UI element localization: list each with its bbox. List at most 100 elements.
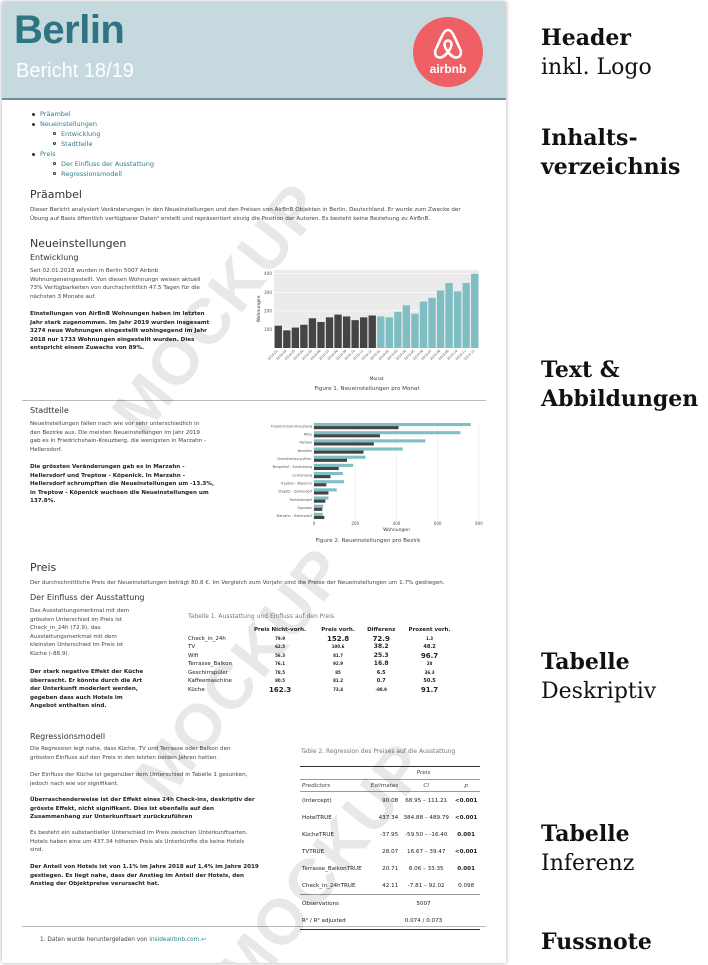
y-tick-label: Marzahn - Hellersdorf bbox=[276, 514, 312, 518]
observations-label: Observations bbox=[302, 900, 339, 907]
bar-2018 bbox=[314, 466, 339, 471]
table-cell: 28.07 bbox=[382, 848, 399, 855]
table-cell: 16.8 bbox=[373, 660, 389, 667]
toc-item-regression[interactable]: Regressionsmodell bbox=[40, 169, 154, 179]
table-cell: 56.3 bbox=[275, 652, 285, 658]
bar-2019 bbox=[314, 480, 344, 484]
toc-item-neueinstellungen[interactable]: Neueinstellungen bbox=[31, 119, 154, 129]
annotation-header: Header inkl. Logo bbox=[541, 24, 652, 82]
toc-item-entwicklung[interactable]: Entwicklung bbox=[40, 129, 154, 139]
text-line: Es besteht ein substantieller Unterschie… bbox=[30, 830, 248, 836]
bar-2019 bbox=[314, 455, 366, 459]
text-line: Hellersdorf schrumpften die Neueinstellu… bbox=[30, 481, 214, 488]
bar bbox=[419, 301, 428, 348]
entwicklung-text: Seit 02.01.2018 wurden in Berlin 5007 Ai… bbox=[30, 267, 201, 301]
bar bbox=[385, 317, 393, 348]
table-row: HotelTRUE 437.34 384.88 – 489.79 <0.001 bbox=[300, 809, 480, 826]
text-line: Küche (-88.9). bbox=[30, 650, 70, 657]
preis-intro: Der durchschnittliche Preis der Neueinst… bbox=[30, 580, 445, 586]
bar bbox=[360, 317, 368, 348]
regression-p3: Überraschenderweise ist der Effekt eines… bbox=[30, 796, 255, 822]
annotation-text: inkl. Logo bbox=[541, 55, 652, 80]
plot-background bbox=[274, 270, 479, 348]
table-cell: 48.2 bbox=[423, 644, 436, 650]
table-cell: Check_in_24hTRUE bbox=[302, 882, 356, 889]
table-cell: 42.11 bbox=[382, 882, 399, 889]
table-header-cell: Differenz bbox=[367, 627, 396, 633]
annotation-bold: Header bbox=[541, 25, 632, 51]
table-cell: 20.71 bbox=[382, 865, 399, 872]
heading-preis: Preis bbox=[30, 561, 57, 574]
table-row: Küche 162.3 73.4 -88.9 91.7 bbox=[186, 686, 458, 695]
table-cell: Check_in_24h bbox=[188, 635, 226, 642]
text-line: Zusammenhang zur Unterkunftsart zurückzu… bbox=[30, 814, 193, 821]
text-line: den Bezirke aus. Die meisten Neueinstell… bbox=[30, 429, 200, 436]
bar bbox=[325, 317, 334, 348]
bar-2019 bbox=[314, 422, 471, 427]
x-axis-label: Wohnungen bbox=[383, 527, 410, 533]
table-row: R² / R² adjusted 0.074 / 0.073 bbox=[300, 912, 480, 930]
dependent-variable: Preis bbox=[416, 770, 431, 776]
table-cell: Wifi bbox=[188, 652, 199, 659]
text-line: 137.8%. bbox=[30, 498, 56, 505]
observations-value: 5007 bbox=[416, 900, 431, 907]
table-header-cell: CI bbox=[423, 782, 429, 789]
table-cell: 28 bbox=[426, 661, 433, 666]
footnote-backlink[interactable]: .↩ bbox=[199, 937, 206, 943]
airbnb-logo: airbnb bbox=[413, 17, 483, 87]
table-cell: Terrasse_BalkonTRUE bbox=[302, 865, 362, 872]
annotation-table-inference: Tabelle Inferenz bbox=[541, 820, 634, 878]
table-cell: 0.001 bbox=[457, 831, 475, 838]
logo-wordmark: airbnb bbox=[429, 62, 467, 76]
y-tick-label: Charlottenburg-Wilm. bbox=[277, 457, 312, 461]
table-cell: 73.4 bbox=[333, 686, 343, 692]
toc-item-preis[interactable]: Preis bbox=[31, 149, 154, 159]
table-row: KücheTRUE -37.95 -59.50 – -16.40 0.001 bbox=[300, 826, 480, 843]
bar bbox=[283, 330, 291, 348]
table-cell: 8.06 – 33.35 bbox=[408, 865, 444, 872]
table-cell: 92.9 bbox=[333, 661, 343, 666]
table-cell: 0.001 bbox=[457, 865, 475, 872]
table-cell: <0.001 bbox=[454, 848, 478, 855]
bar-2018 bbox=[314, 434, 380, 438]
table-row: TV 62.5 100.6 38.2 48.2 bbox=[186, 643, 458, 652]
stadtteile-text: Neueinstellungen fallen nach wie vor seh… bbox=[30, 420, 206, 454]
heading-neueinstellungen: Neueinstellungen bbox=[30, 237, 127, 250]
heading-regression: Regressionsmodell bbox=[30, 732, 106, 741]
table-row: Check_in_24hTRUE 42.11 -7.81 – 92.02 0.098 bbox=[300, 877, 480, 895]
bar-2018 bbox=[314, 475, 331, 479]
text-line: nächsten 3 Monate auf. bbox=[30, 293, 96, 300]
toc-item-praeambel[interactable]: Präambel bbox=[31, 109, 154, 119]
bar-2018 bbox=[314, 499, 326, 503]
table-cell: 76.1 bbox=[275, 661, 285, 666]
annotation-bold: Fussnote bbox=[541, 929, 652, 955]
bar bbox=[394, 311, 402, 348]
x-tick-label: 0 bbox=[313, 521, 316, 526]
bar bbox=[453, 291, 462, 348]
table-header-row: Preis Nicht-vorh. Preis vorh. Differenz … bbox=[186, 626, 458, 635]
toc-item-stadtteile[interactable]: Stadtteile bbox=[40, 139, 154, 149]
text-line: gegeben dass auch Hotels im bbox=[30, 694, 123, 701]
table-header-cell: Preis vorh. bbox=[321, 627, 355, 633]
annotation-bold: verzeichnis bbox=[541, 154, 681, 180]
annotation-table-descriptive: Tabelle Deskriptiv bbox=[541, 648, 656, 706]
table-cell: 91.7 bbox=[420, 685, 439, 694]
bar-2019 bbox=[314, 471, 343, 476]
annotation-bold: Tabelle bbox=[541, 649, 630, 675]
toc-item-einfluss[interactable]: Der Einfluss der Ausstattung bbox=[40, 159, 154, 169]
y-tick-label: Steglitz - Zehlendorf bbox=[278, 490, 313, 494]
table-row: Kaffeemaschine 80.5 81.2 0.7 50.5 bbox=[186, 677, 458, 686]
table-cell: 6.5 bbox=[376, 669, 386, 676]
regression-p5: Der Anteil von Hotels ist von 1.1% im Ja… bbox=[30, 863, 259, 889]
y-tick-label: Friedrichshain-Kreuzberg bbox=[271, 424, 312, 428]
y-tick-label: 200 bbox=[264, 308, 272, 313]
footnote-link[interactable]: insideairbnb.com bbox=[149, 937, 200, 943]
text-line: kleinsten Unterschied im Preis ist bbox=[30, 642, 124, 649]
y-tick-label: Tempelhof - Schöneberg bbox=[271, 465, 312, 469]
table-cell: 78.5 bbox=[275, 669, 285, 675]
table-row: Terrasse_BalkonTRUE 20.71 8.06 – 33.35 0.00… bbox=[300, 860, 480, 877]
table-cell: 68.95 – 111.21 bbox=[405, 797, 448, 804]
bar-2019 bbox=[314, 488, 337, 492]
table-cell: 437.34 bbox=[378, 814, 399, 821]
footnote: 1. Daten wurde heruntergeladen von insid… bbox=[40, 937, 206, 943]
